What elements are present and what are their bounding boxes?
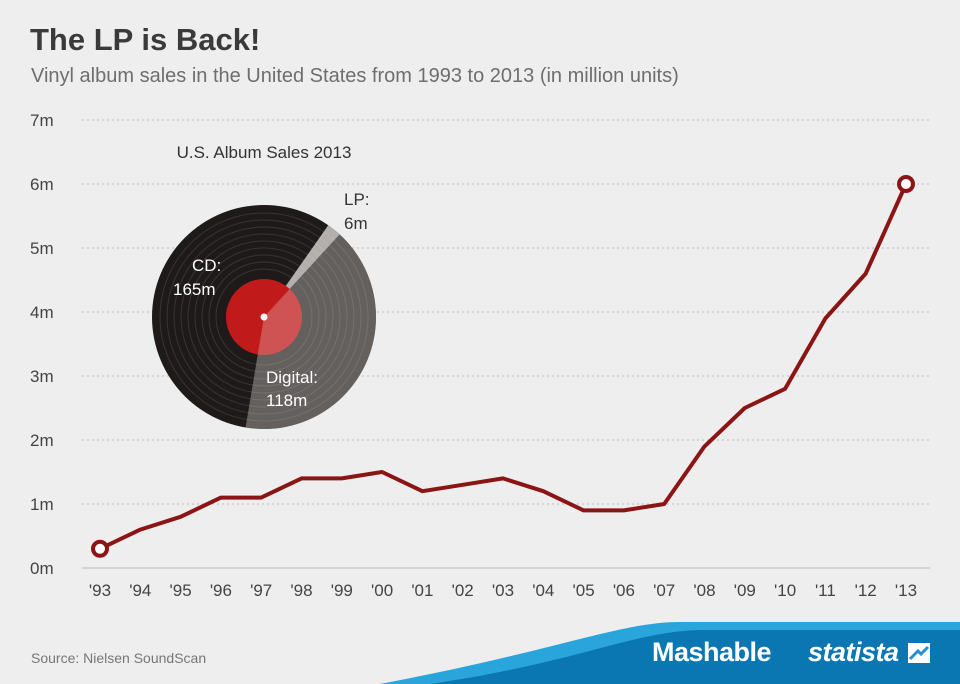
x-tick-label: '05 — [573, 581, 595, 600]
record-spindle — [260, 313, 268, 321]
x-tick-label: '97 — [250, 581, 272, 600]
record-groove — [187, 240, 341, 394]
x-tick-label: '02 — [452, 581, 474, 600]
y-tick-label: 3m — [30, 367, 54, 386]
x-tick-label: '06 — [613, 581, 635, 600]
chart-title: The LP is Back! — [30, 22, 261, 57]
x-tick-label: '00 — [371, 581, 393, 600]
data-point-marker — [91, 539, 109, 558]
data-point-marker — [897, 175, 915, 193]
brand-banner — [380, 622, 960, 684]
record-label-highlight — [257, 288, 302, 355]
record-groove — [201, 254, 327, 380]
mashable-logo: Mashable — [652, 637, 772, 667]
x-tick-label: '08 — [693, 581, 715, 600]
pie-label-cd-name: CD: — [192, 256, 221, 275]
y-tick-label: 6m — [30, 175, 54, 194]
pie-title: U.S. Album Sales 2013 — [177, 143, 352, 162]
x-tick-label: '11 — [815, 581, 836, 600]
y-axis-ticks: 0m 1m 2m 3m 4m 5m 6m 7m — [30, 111, 54, 578]
sales-line — [98, 182, 908, 551]
vinyl-record-pie: U.S. Album Sales 2013 CD: 165m Digital: 118m… — [152, 143, 376, 429]
record-groove — [215, 268, 313, 366]
statista-logo: statista — [808, 637, 899, 667]
y-tick-label: 5m — [30, 239, 54, 258]
banner-wave-dark — [430, 630, 960, 684]
source-note: Source: Nielsen SoundScan — [31, 650, 207, 666]
record-groove — [208, 261, 320, 373]
x-tick-label: '96 — [210, 581, 232, 600]
record-groove — [159, 212, 369, 422]
x-tick-label: '94 — [129, 581, 151, 600]
pie-label-digital-name: Digital: — [266, 368, 318, 387]
record-groove — [194, 247, 334, 387]
pie-label-cd-value: 165m — [173, 280, 216, 299]
x-tick-label: '10 — [774, 581, 796, 600]
y-tick-label: 1m — [30, 495, 54, 514]
x-tick-label: '07 — [653, 581, 675, 600]
x-tick-label: '04 — [532, 581, 554, 600]
x-tick-label: '95 — [170, 581, 192, 600]
x-tick-label: '09 — [734, 581, 756, 600]
record-groove — [173, 226, 355, 408]
record-groove — [166, 219, 362, 415]
pie-label-lp-value: 6m — [344, 214, 368, 233]
x-axis-ticks: '93 '94 '95 '96 '97 '98 '99 '00 '01 '02 '03 '04 '05 '… — [89, 581, 917, 600]
y-tick-label: 4m — [30, 303, 54, 322]
x-tick-label: '93 — [89, 581, 111, 600]
x-tick-label: '12 — [855, 581, 877, 600]
x-tick-label: '99 — [331, 581, 353, 600]
chart-subtitle: Vinyl album sales in the United States f… — [31, 65, 679, 87]
x-tick-label: '98 — [290, 581, 312, 600]
x-tick-label: '03 — [492, 581, 514, 600]
y-tick-label: 0m — [30, 559, 54, 578]
pie-slice-digital — [245, 234, 376, 429]
statista-mark-icon — [908, 643, 930, 663]
x-tick-label: '01 — [411, 581, 433, 600]
pie-label-lp-name: LP: — [344, 190, 370, 209]
y-tick-label: 7m — [30, 111, 54, 130]
sales-line-series — [91, 175, 915, 558]
y-tick-label: 2m — [30, 431, 54, 450]
record-groove — [180, 233, 348, 401]
pie-label-digital-value: 118m — [266, 391, 307, 410]
x-tick-label: '13 — [895, 581, 917, 600]
